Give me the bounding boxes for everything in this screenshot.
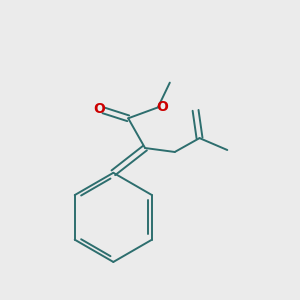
Text: O: O [94, 102, 106, 116]
Text: O: O [156, 100, 168, 113]
